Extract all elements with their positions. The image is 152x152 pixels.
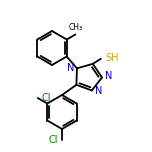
Text: N: N	[67, 63, 74, 73]
Text: SH: SH	[106, 53, 119, 63]
Text: Cl: Cl	[48, 135, 58, 145]
Text: CH₃: CH₃	[68, 24, 82, 33]
Text: N: N	[105, 71, 112, 81]
Text: N: N	[95, 86, 102, 97]
Text: Cl: Cl	[42, 93, 51, 103]
